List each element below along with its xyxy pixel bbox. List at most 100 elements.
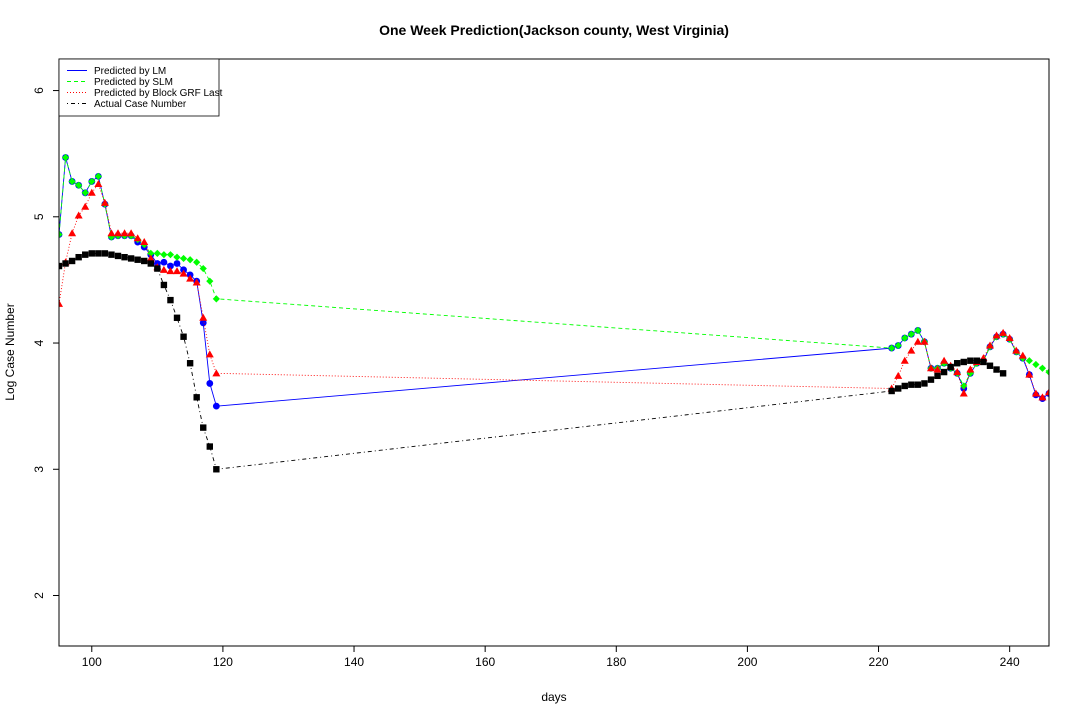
data-point [154, 265, 161, 272]
data-point [927, 376, 935, 383]
data-point [960, 382, 968, 390]
data-point [193, 394, 200, 401]
data-point [940, 368, 948, 376]
x-tick-label: 200 [737, 655, 757, 669]
plot-frame [58, 58, 1050, 647]
data-point [166, 251, 175, 259]
legend-label: Predicted by LM [94, 66, 166, 77]
data-point [901, 382, 908, 390]
x-axis-title: days [541, 690, 566, 704]
y-tick-label: 3 [32, 466, 46, 473]
data-point [74, 211, 83, 219]
data-point [179, 254, 188, 263]
legend-box [58, 58, 220, 117]
data-point [101, 250, 109, 257]
x-tick-label: 160 [475, 655, 495, 669]
data-point [907, 330, 915, 338]
data-point [146, 254, 155, 262]
data-point [186, 274, 195, 282]
data-point [167, 262, 174, 270]
data-point [1005, 333, 1014, 341]
data-point [59, 262, 63, 270]
data-point [933, 365, 942, 373]
data-point [199, 313, 208, 321]
data-point [68, 257, 76, 265]
data-point [1025, 370, 1034, 378]
y-tick-label: 5 [32, 213, 46, 220]
data-point [934, 372, 941, 380]
data-point [1045, 388, 1049, 396]
data-point [959, 389, 968, 397]
data-point [967, 357, 974, 364]
data-point [213, 466, 220, 473]
data-point [62, 260, 69, 267]
data-point [173, 267, 182, 275]
data-point [993, 366, 1000, 373]
data-point [926, 364, 935, 372]
data-point [61, 153, 70, 162]
data-point [166, 267, 175, 275]
data-point [108, 251, 115, 258]
data-point [147, 260, 154, 267]
data-point [82, 251, 89, 258]
x-tick-label: 140 [344, 655, 364, 669]
data-point [1025, 357, 1033, 365]
data-point [954, 360, 961, 367]
data-point [199, 319, 207, 327]
series-line [59, 252, 1004, 470]
data-point [206, 380, 214, 387]
data-point [205, 350, 214, 358]
data-point [206, 443, 213, 450]
data-point [121, 253, 128, 261]
data-point [1032, 360, 1040, 369]
data-point [888, 344, 896, 352]
legend-label: Predicted by SLM [94, 77, 173, 88]
data-point [133, 234, 142, 242]
data-point [212, 402, 220, 410]
chart-title: One Week Prediction(Jackson county, West… [379, 22, 729, 38]
data-point [895, 385, 902, 392]
data-point [914, 381, 922, 388]
data-point [160, 281, 168, 289]
data-point [75, 181, 83, 189]
data-point [147, 249, 155, 258]
data-point [95, 250, 102, 257]
y-axis: 2 3 4 5 6 [32, 87, 59, 599]
data-point [127, 255, 135, 262]
data-point [160, 258, 168, 266]
data-point [199, 264, 207, 273]
data-point [908, 381, 915, 388]
data-point [88, 250, 95, 257]
data-point [141, 257, 148, 265]
data-point [59, 299, 63, 307]
data-point [59, 230, 63, 239]
data-point [193, 258, 201, 266]
data-point [921, 380, 928, 387]
data-point [107, 229, 116, 237]
data-point [87, 188, 96, 196]
data-point [894, 371, 903, 379]
data-point [88, 177, 96, 186]
data-point [960, 358, 967, 366]
legend-label: Actual Case Number [94, 99, 187, 110]
data-point [1045, 368, 1049, 376]
data-point [920, 337, 929, 345]
data-point [900, 356, 909, 364]
data-point [894, 341, 902, 350]
data-point [1038, 393, 1047, 401]
data-point [966, 365, 975, 373]
series-line [59, 157, 1049, 387]
data-point [907, 346, 916, 354]
data-point [953, 368, 962, 376]
data-point [992, 331, 1001, 339]
data-point [1031, 389, 1040, 397]
data-point [913, 337, 922, 345]
data-point [114, 252, 122, 260]
data-point [167, 296, 174, 304]
data-point [127, 229, 136, 237]
data-point [192, 278, 201, 286]
data-point [179, 269, 188, 277]
x-tick-label: 100 [82, 655, 102, 669]
series-2 [59, 179, 1049, 401]
